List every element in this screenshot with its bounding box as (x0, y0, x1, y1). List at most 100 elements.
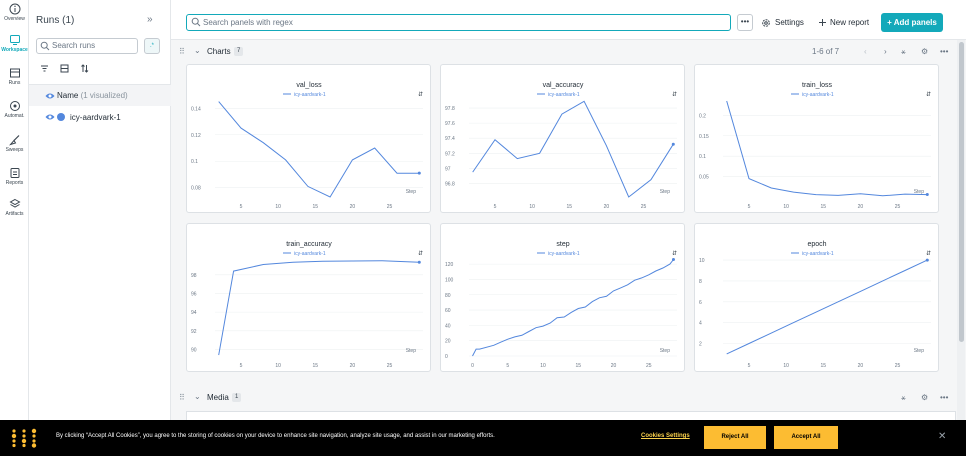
nav-sweeps[interactable]: Sweeps (0, 134, 29, 153)
chart-panel-train-accuracy[interactable]: train_accuracy icy-aardvark-1 ⇵ 90 92 94 96 98 5… (186, 223, 431, 372)
add-panels-button[interactable]: + Add panels (881, 13, 943, 32)
sort-icon (80, 64, 88, 73)
chart-title: train_loss (802, 82, 832, 89)
prev-page-button[interactable]: ‹ (864, 47, 867, 56)
x-tick-label: 20 (858, 363, 864, 369)
x-tick-label: 15 (313, 363, 319, 369)
cookies-settings-link[interactable]: Cookies Settings (641, 433, 690, 439)
x-tick-label: 20 (858, 204, 864, 210)
y-tick-label: 60 (445, 308, 451, 314)
y-tick-label: 97.4 (445, 136, 455, 142)
line-chart: val_accuracy icy-aardvark-1 ⇵ 96.8 97 97.2 97.… (445, 82, 677, 210)
x-tick-label: 25 (646, 363, 652, 369)
sort-button[interactable] (76, 61, 92, 76)
settings-label: Settings (775, 18, 804, 27)
nav-reports-label: Reports (5, 180, 24, 186)
media-panel (186, 411, 956, 421)
chart-title: train_accuracy (286, 241, 332, 248)
y-tick-label: 0.12 (191, 133, 201, 139)
panel-search-input[interactable]: Search panels with regex (186, 14, 731, 31)
y-tick-label: 94 (191, 310, 197, 316)
chart-panel-step[interactable]: step icy-aardvark-1 ⇵ 0 20 40 60 80 100 120 0 5 10 15… (440, 223, 685, 372)
x-tick-label: 5 (240, 204, 243, 210)
close-icon[interactable]: ✕ (938, 431, 947, 442)
new-report-button[interactable]: New report (818, 14, 869, 31)
drag-handle-icon[interactable]: ⠿ (179, 393, 185, 402)
x-axis-label: Step (406, 189, 417, 195)
series-line (472, 100, 674, 198)
gear-icon[interactable]: ⚙ (921, 393, 929, 402)
x-tick-label: 10 (783, 204, 789, 210)
settings-button[interactable]: Settings (761, 14, 804, 31)
y-tick-label: 98 (191, 273, 197, 279)
x-tick-label: 10 (275, 363, 281, 369)
nav-overview-label: Overview (4, 16, 25, 22)
x-tick-label: 25 (641, 204, 647, 210)
chart-menu-icon: ⇵ (926, 250, 931, 257)
chart-title: val_accuracy (543, 82, 584, 89)
chart-panel-epoch[interactable]: epoch icy-aardvark-1 ⇵ 2 4 6 8 10 5 10 15 20 25 Step (694, 223, 939, 372)
name-column-label: Name (57, 91, 79, 100)
line-chart: epoch icy-aardvark-1 ⇵ 2 4 6 8 10 5 10 15 20 25 Step (699, 241, 931, 369)
chart-menu-icon: ⇵ (672, 250, 677, 257)
group-button[interactable] (56, 61, 72, 76)
broom-icon (8, 135, 19, 146)
legend-label: icy-aardvark-1 (294, 251, 326, 257)
more-options-icon[interactable]: ••• (940, 393, 949, 402)
cookie-message: By clicking “Accept All Cookies”, you ag… (56, 433, 495, 439)
x-tick-label: 20 (604, 204, 610, 210)
x-tick-label: 10 (540, 363, 546, 369)
media-section-header: ⠿ ⌄ Media 1 ⚹ ⚙ ••• (171, 388, 956, 408)
reject-all-button[interactable]: Reject All (704, 426, 766, 449)
scrollbar-thumb[interactable] (959, 42, 964, 342)
chevron-down-icon[interactable]: ⌄ (194, 392, 201, 401)
filter-button[interactable] (36, 61, 52, 76)
chevron-down-icon[interactable]: ⌄ (194, 46, 201, 55)
x-tick-label: 20 (350, 204, 356, 210)
line-chart: train_loss icy-aardvark-1 ⇵ 0.05 0.1 0.15 0.2 5… (699, 82, 931, 210)
run-name[interactable]: icy-aardvark-1 (70, 113, 121, 122)
x-tick-label: 25 (895, 204, 901, 210)
eye-icon[interactable] (45, 113, 55, 121)
y-tick-label: 97.2 (445, 151, 455, 157)
nav-automations[interactable]: Automat. (0, 100, 29, 119)
nav-overview[interactable]: Overview (0, 3, 29, 22)
y-tick-label: 0.1 (699, 154, 706, 160)
name-column-header[interactable]: Name (1 visualized) (57, 91, 128, 100)
eye-icon[interactable] (45, 92, 55, 100)
x-axis-label: Step (660, 348, 671, 354)
runs-title: Runs (1) (36, 15, 75, 26)
legend-label: icy-aardvark-1 (548, 92, 580, 98)
x-tick-label: 15 (576, 363, 582, 369)
magic-wand-icon[interactable]: ⚹ (901, 47, 906, 56)
nav-reports[interactable]: Reports (0, 167, 29, 186)
gear-icon[interactable]: ⚙ (921, 47, 929, 56)
search-runs-input[interactable]: Search runs (36, 38, 138, 54)
more-options-button[interactable]: ••• (737, 14, 753, 31)
nav-sweeps-label: Sweeps (5, 147, 24, 153)
media-section-title[interactable]: Media (207, 393, 229, 402)
table-icon (9, 68, 20, 78)
more-options-icon[interactable]: ••• (940, 47, 949, 56)
nav-runs[interactable]: Runs (0, 67, 29, 86)
regex-toggle-button[interactable]: .* (144, 38, 160, 54)
collapse-runs-button[interactable]: » (147, 14, 153, 25)
legend-label: icy-aardvark-1 (548, 251, 580, 257)
chart-panel-train-loss[interactable]: train_loss icy-aardvark-1 ⇵ 0.05 0.1 0.15 0.2 5… (694, 64, 939, 213)
legend-label: icy-aardvark-1 (294, 92, 326, 98)
nav-artifacts[interactable]: Artifacts (0, 198, 29, 217)
y-tick-label: 0.15 (699, 134, 709, 140)
run-color-swatch[interactable] (57, 113, 65, 121)
charts-section-title[interactable]: Charts (207, 47, 231, 56)
drag-handle-icon[interactable]: ⠿ (179, 47, 185, 56)
nav-automations-label: Automat. (4, 113, 25, 119)
nav-workspace[interactable]: Workspace (0, 34, 29, 53)
y-tick-label: 40 (445, 323, 451, 329)
chart-panel-val-accuracy[interactable]: val_accuracy icy-aardvark-1 ⇵ 96.8 97 97.2 97.… (440, 64, 685, 213)
series-end-point (925, 258, 929, 262)
magic-wand-icon[interactable]: ⚹ (901, 393, 906, 402)
accept-all-button[interactable]: Accept All (774, 426, 838, 449)
next-page-button[interactable]: › (884, 47, 887, 56)
chart-title: val_loss (296, 82, 322, 89)
chart-panel-val-loss[interactable]: val_loss icy-aardvark-1 ⇵ 0.08 0.1 0.12 0.14 5 1… (186, 64, 431, 213)
